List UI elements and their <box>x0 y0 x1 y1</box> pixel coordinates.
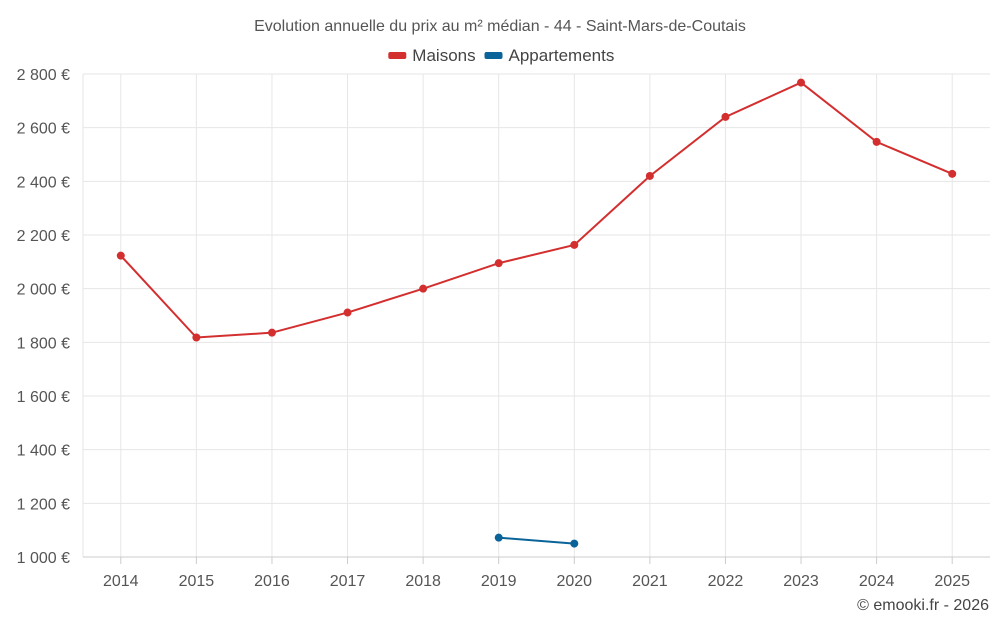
legend-item-maisons[interactable]: Maisons <box>388 46 476 65</box>
x-tick-label: 2015 <box>179 573 215 590</box>
y-tick-label: 1 400 € <box>17 443 70 460</box>
copyright-footer: © emooki.fr - 2026 <box>857 597 989 614</box>
x-tick-label: 2023 <box>783 573 819 590</box>
chart-title: Evolution annuelle du prix au m² médian … <box>254 18 746 35</box>
data-point-maisons[interactable] <box>192 333 201 342</box>
data-point-maisons[interactable] <box>721 112 730 121</box>
legend-item-appartements[interactable]: Appartements <box>484 46 615 65</box>
x-tick-label: 2025 <box>934 573 970 590</box>
data-point-appartements[interactable] <box>494 533 503 542</box>
grid <box>83 73 990 558</box>
x-tick-label: 2024 <box>859 573 895 590</box>
legend-label-maisons: Maisons <box>412 46 475 65</box>
series-group <box>116 78 957 548</box>
data-point-appartements[interactable] <box>570 539 579 548</box>
x-tick-label: 2021 <box>632 573 668 590</box>
x-tick-label: 2016 <box>254 573 290 590</box>
series-line-maisons <box>120 81 953 339</box>
data-point-maisons[interactable] <box>419 284 428 293</box>
data-point-maisons[interactable] <box>948 169 957 178</box>
x-tick-label: 2018 <box>405 573 441 590</box>
data-point-maisons[interactable] <box>343 308 352 317</box>
y-tick-label: 1 600 € <box>17 389 70 406</box>
y-tick-label: 1 000 € <box>17 550 70 567</box>
y-axis: 1 000 € 1 200 € 1 400 € 1 600 € 1 800 € 2 000… <box>17 67 84 567</box>
x-tick-label: 2019 <box>481 573 517 590</box>
data-point-maisons[interactable] <box>267 328 276 337</box>
series-line-appartements <box>498 536 575 545</box>
x-tick-label: 2014 <box>103 573 139 590</box>
x-tick-label: 2022 <box>708 573 744 590</box>
y-tick-label: 1 800 € <box>17 335 70 352</box>
y-tick-label: 2 400 € <box>17 174 70 191</box>
data-point-maisons[interactable] <box>797 78 806 87</box>
x-tick-label: 2017 <box>330 573 366 590</box>
y-tick-label: 2 000 € <box>17 282 70 299</box>
y-tick-label: 2 600 € <box>17 121 70 138</box>
legend: Maisons Appartements <box>388 46 614 65</box>
data-point-maisons[interactable] <box>116 251 125 260</box>
y-tick-label: 1 200 € <box>17 496 70 513</box>
legend-swatch-appartements <box>484 52 503 59</box>
data-point-maisons[interactable] <box>872 137 881 146</box>
data-point-maisons[interactable] <box>494 259 503 268</box>
data-point-maisons[interactable] <box>570 240 579 249</box>
legend-label-appartements: Appartements <box>509 46 615 65</box>
legend-swatch-maisons <box>388 52 407 59</box>
x-tick-label: 2020 <box>556 573 592 590</box>
y-tick-label: 2 200 € <box>17 228 70 245</box>
y-tick-label: 2 800 € <box>17 67 70 84</box>
x-axis: 2014 2015 2016 2017 2018 2019 2020 2021 2022 2023… <box>83 556 990 590</box>
data-point-maisons[interactable] <box>645 171 654 180</box>
